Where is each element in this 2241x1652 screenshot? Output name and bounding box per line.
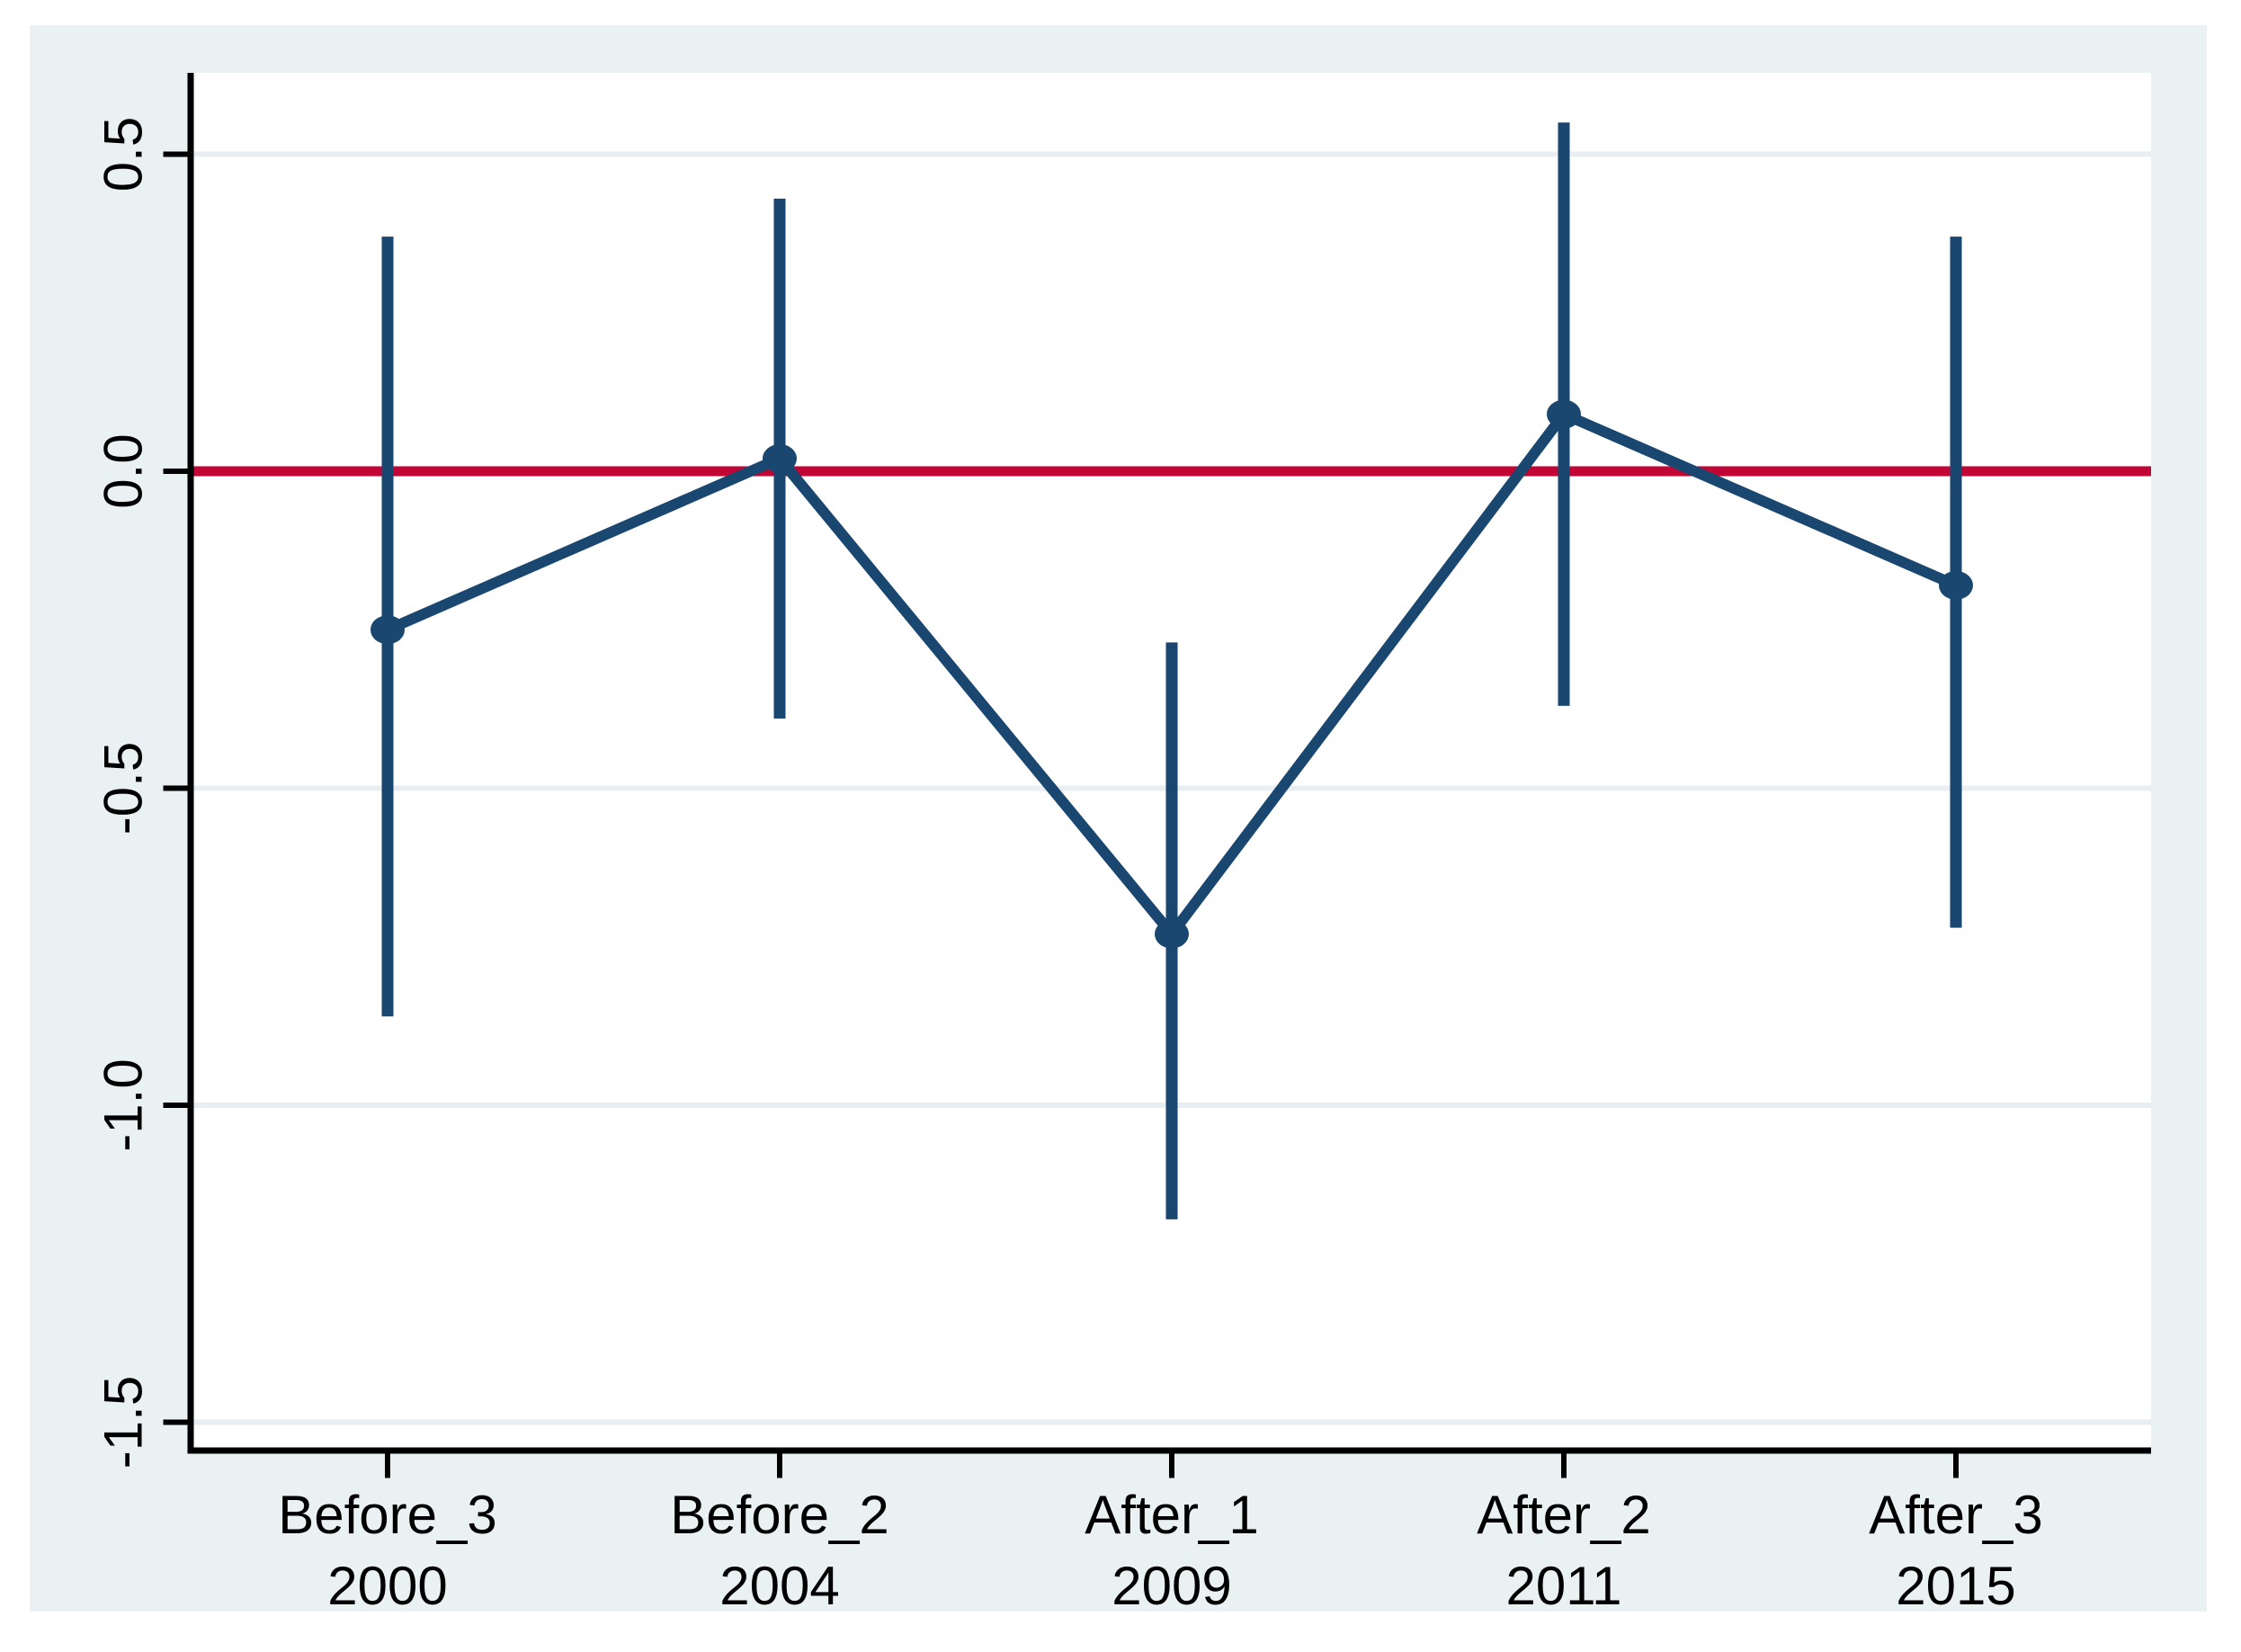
estimate-point	[1939, 570, 1973, 600]
x-tick-year: 2015	[1896, 1556, 2015, 1616]
x-tick-label: After_1	[1085, 1485, 1258, 1545]
x-tick-year: 2011	[1505, 1556, 1621, 1616]
x-tick-year: 2009	[1112, 1556, 1231, 1616]
estimate-point	[371, 615, 405, 645]
x-tick-label: Before_3	[278, 1485, 497, 1545]
x-tick-label: After_3	[1869, 1485, 2042, 1545]
y-tick-label: -0.5	[94, 742, 154, 835]
estimate-point	[1155, 919, 1189, 949]
x-tick-label: After_2	[1477, 1485, 1650, 1545]
x-tick-year: 2004	[719, 1556, 839, 1616]
x-tick-label: Before_2	[670, 1485, 889, 1545]
y-tick-label: 0.5	[94, 117, 154, 192]
y-tick-label: -1.0	[94, 1058, 154, 1151]
estimate-point	[1547, 399, 1581, 429]
x-tick-year: 2000	[327, 1556, 447, 1616]
y-tick-label: 0.0	[94, 433, 154, 508]
y-tick-label: -1.5	[94, 1376, 154, 1469]
estimate-point	[763, 443, 797, 473]
